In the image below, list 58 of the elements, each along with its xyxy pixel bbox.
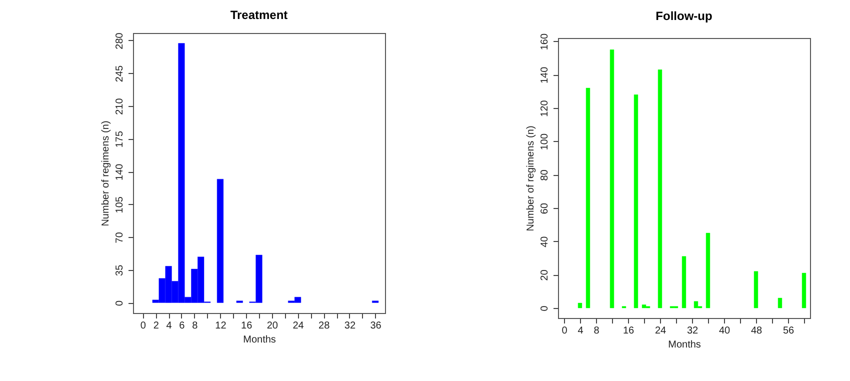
y-tick-label: 20	[540, 269, 550, 281]
chart-title: Treatment	[230, 8, 288, 22]
bar	[706, 232, 710, 308]
x-tick-label: 20	[266, 320, 278, 332]
bar	[754, 271, 758, 308]
y-tick-label: 35	[114, 264, 126, 276]
y-tick-label: 160	[540, 33, 550, 50]
x-tick-label: 16	[241, 320, 253, 332]
y-tick-label: 100	[540, 133, 550, 150]
x-tick-label: 0	[140, 320, 146, 332]
y-tick-label: 105	[114, 196, 126, 214]
bar	[586, 88, 590, 308]
x-tick-label: 32	[686, 326, 698, 336]
x-tick-label: 4	[166, 320, 172, 332]
bar	[634, 94, 638, 308]
bar	[778, 298, 782, 308]
x-tick-label: 56	[782, 326, 794, 336]
y-axis-title: Number of regimens (n)	[526, 126, 536, 232]
y-axis-title: Number of regimens (n)	[100, 120, 112, 226]
x-tick-label: 36	[370, 320, 382, 332]
x-tick-label: 40	[718, 326, 730, 336]
x-tick-label: 48	[750, 326, 762, 336]
x-tick-label: 24	[292, 320, 304, 332]
y-tick-label: 40	[540, 236, 550, 248]
bar	[802, 272, 806, 308]
x-tick-label: 8	[192, 320, 198, 332]
y-tick-label: 210	[114, 98, 126, 115]
y-tick-label: 0	[540, 305, 550, 312]
chart-title: Follow-up	[656, 8, 712, 23]
y-tick-label: 175	[114, 130, 126, 148]
y-tick-label: 140	[114, 163, 126, 180]
y-tick-label: 140	[540, 66, 550, 84]
bar	[682, 256, 686, 308]
y-tick-label: 70	[114, 232, 126, 244]
y-tick-label: 0	[114, 300, 126, 306]
x-tick-label: 2	[153, 320, 160, 332]
bar	[694, 301, 698, 308]
y-tick-label: 120	[540, 100, 550, 117]
x-tick-label: 8	[594, 326, 600, 336]
bar	[658, 69, 662, 308]
x-tick-label: 32	[344, 320, 356, 332]
x-tick-label: 4	[578, 326, 584, 336]
x-axis-title: Months	[668, 340, 701, 350]
x-tick-label: 6	[179, 320, 186, 332]
x-tick-label: 28	[318, 320, 330, 332]
y-tick-label: 60	[540, 202, 550, 214]
y-tick-label: 280	[114, 32, 126, 50]
x-tick-label: 12	[215, 320, 227, 332]
bar	[642, 304, 646, 308]
y-tick-label: 80	[540, 169, 550, 181]
bar	[216, 178, 224, 303]
x-tick-label: 0	[562, 326, 568, 336]
bar	[578, 302, 582, 308]
x-axis-title: Months	[243, 334, 276, 346]
x-tick-label: 16	[622, 326, 634, 336]
y-tick-label: 245	[114, 64, 126, 82]
bar	[610, 49, 614, 308]
x-tick-label: 24	[654, 326, 666, 336]
